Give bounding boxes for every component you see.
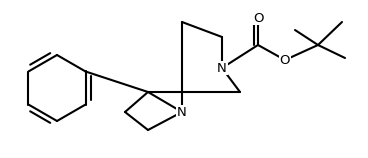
Text: N: N [217,61,227,75]
Text: O: O [280,54,290,67]
Text: N: N [177,106,187,118]
Text: O: O [253,12,263,24]
